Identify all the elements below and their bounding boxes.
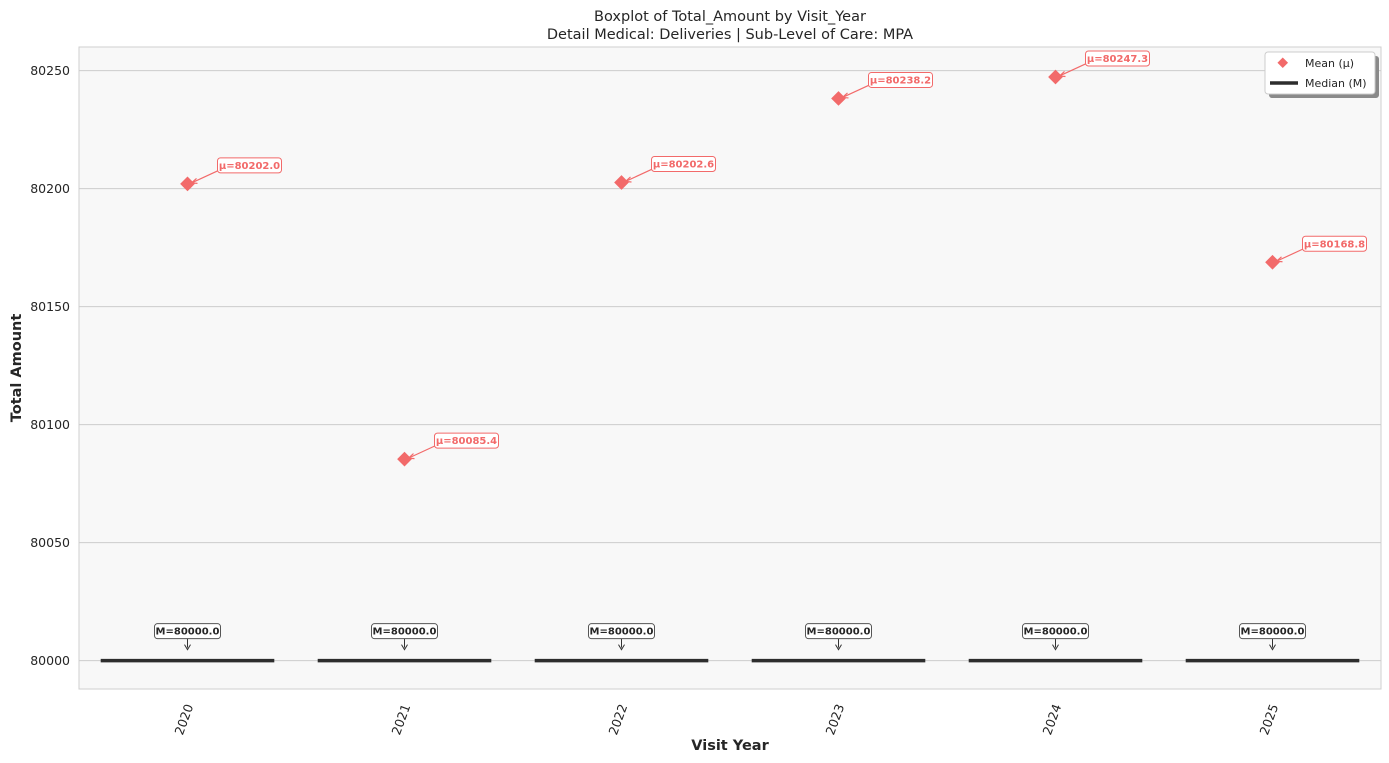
mean-label-box <box>434 432 499 449</box>
mean-marker <box>831 91 846 106</box>
mean-marker <box>614 175 629 190</box>
x-tick-label: 2020 <box>171 702 196 737</box>
x-tick-label: 2024 <box>1039 702 1064 737</box>
mean-arrow-shaft <box>191 170 218 184</box>
x-tick-label: 2021 <box>388 702 413 737</box>
x-tick-label: 2022 <box>605 702 630 737</box>
mean-label: μ=80168.8 <box>1304 239 1365 250</box>
chart-subtitle: Detail Medical: Deliveries | Sub-Level o… <box>547 27 913 43</box>
x-tick-label: 2023 <box>822 702 847 737</box>
mean-label-box <box>1085 50 1150 67</box>
mean-label: μ=80202.6 <box>653 159 714 170</box>
median-arrow-head <box>184 644 191 651</box>
median-label: M=80000.0 <box>373 627 437 638</box>
plot-area <box>78 46 1382 690</box>
x-axis-label: Visit Year <box>691 738 769 754</box>
median-arrow-head <box>401 644 408 651</box>
median-arrow-head <box>618 644 625 651</box>
y-axis-ticks: 80000 80050 80100 80150 80200 80250 <box>30 63 70 668</box>
mean-arrow-shaft <box>842 84 869 98</box>
median-label: M=80000.0 <box>156 627 220 638</box>
mean-label: μ=80085.4 <box>436 436 497 447</box>
y-tick-label: 80250 <box>30 63 70 78</box>
mean-arrow-shaft <box>408 445 435 459</box>
median-label: M=80000.0 <box>590 627 654 638</box>
y-tick-label: 80100 <box>30 417 70 432</box>
gridlines <box>79 70 1381 662</box>
mean-arrow-shaft <box>1276 248 1303 262</box>
mean-label-box <box>217 157 282 174</box>
median-label-box <box>1239 623 1306 640</box>
median-label-box <box>588 623 655 640</box>
median-label-box <box>371 623 438 640</box>
y-tick-label: 80150 <box>30 299 70 314</box>
y-axis-label: Total Amount <box>9 314 25 423</box>
mean-label: μ=80202.0 <box>219 161 280 172</box>
median-label-box <box>154 623 221 640</box>
median-label: M=80000.0 <box>1024 627 1088 638</box>
legend-mean-label: Mean (μ) <box>1305 57 1354 70</box>
mean-marker <box>180 176 195 192</box>
mean-arrow-shaft <box>1059 63 1086 77</box>
y-tick-label: 80000 <box>30 653 70 668</box>
median-label: M=80000.0 <box>1241 627 1305 638</box>
legend-median-label: Median (M) <box>1305 77 1367 90</box>
mean-arrow-shaft <box>625 168 652 183</box>
median-arrow-head <box>835 644 842 651</box>
mean-label-box <box>868 71 933 88</box>
mean-label: μ=80238.2 <box>870 75 931 86</box>
x-tick-label: 2025 <box>1256 702 1281 737</box>
median-series: M=80000.0 M=80000.0 M=80000.0 M=80000.0 M=80… <box>100 623 1360 663</box>
median-label-box <box>805 623 872 640</box>
median-label: M=80000.0 <box>807 627 871 638</box>
y-tick-label: 80050 <box>30 535 70 550</box>
median-label-box <box>1022 623 1089 640</box>
median-arrow-head <box>1052 644 1059 651</box>
mean-series: μ=80202.0 μ=80085.4 μ=80202.6 μ=80238.2 μ=80… <box>180 50 1367 467</box>
y-tick-label: 80200 <box>30 181 70 196</box>
legend: Mean (μ) Median (M) <box>1264 51 1379 98</box>
mean-label: μ=80247.3 <box>1087 54 1148 65</box>
x-axis-ticks: 2020 2021 2022 2023 2024 2025 <box>171 702 1281 737</box>
mean-marker <box>397 451 412 467</box>
mean-label-box <box>1302 235 1367 252</box>
chart-title: Boxplot of Total_Amount by Visit_Year <box>594 9 866 25</box>
legend-mean-marker <box>1277 57 1289 69</box>
median-arrow-head <box>1269 644 1276 651</box>
mean-label-box <box>651 155 716 172</box>
